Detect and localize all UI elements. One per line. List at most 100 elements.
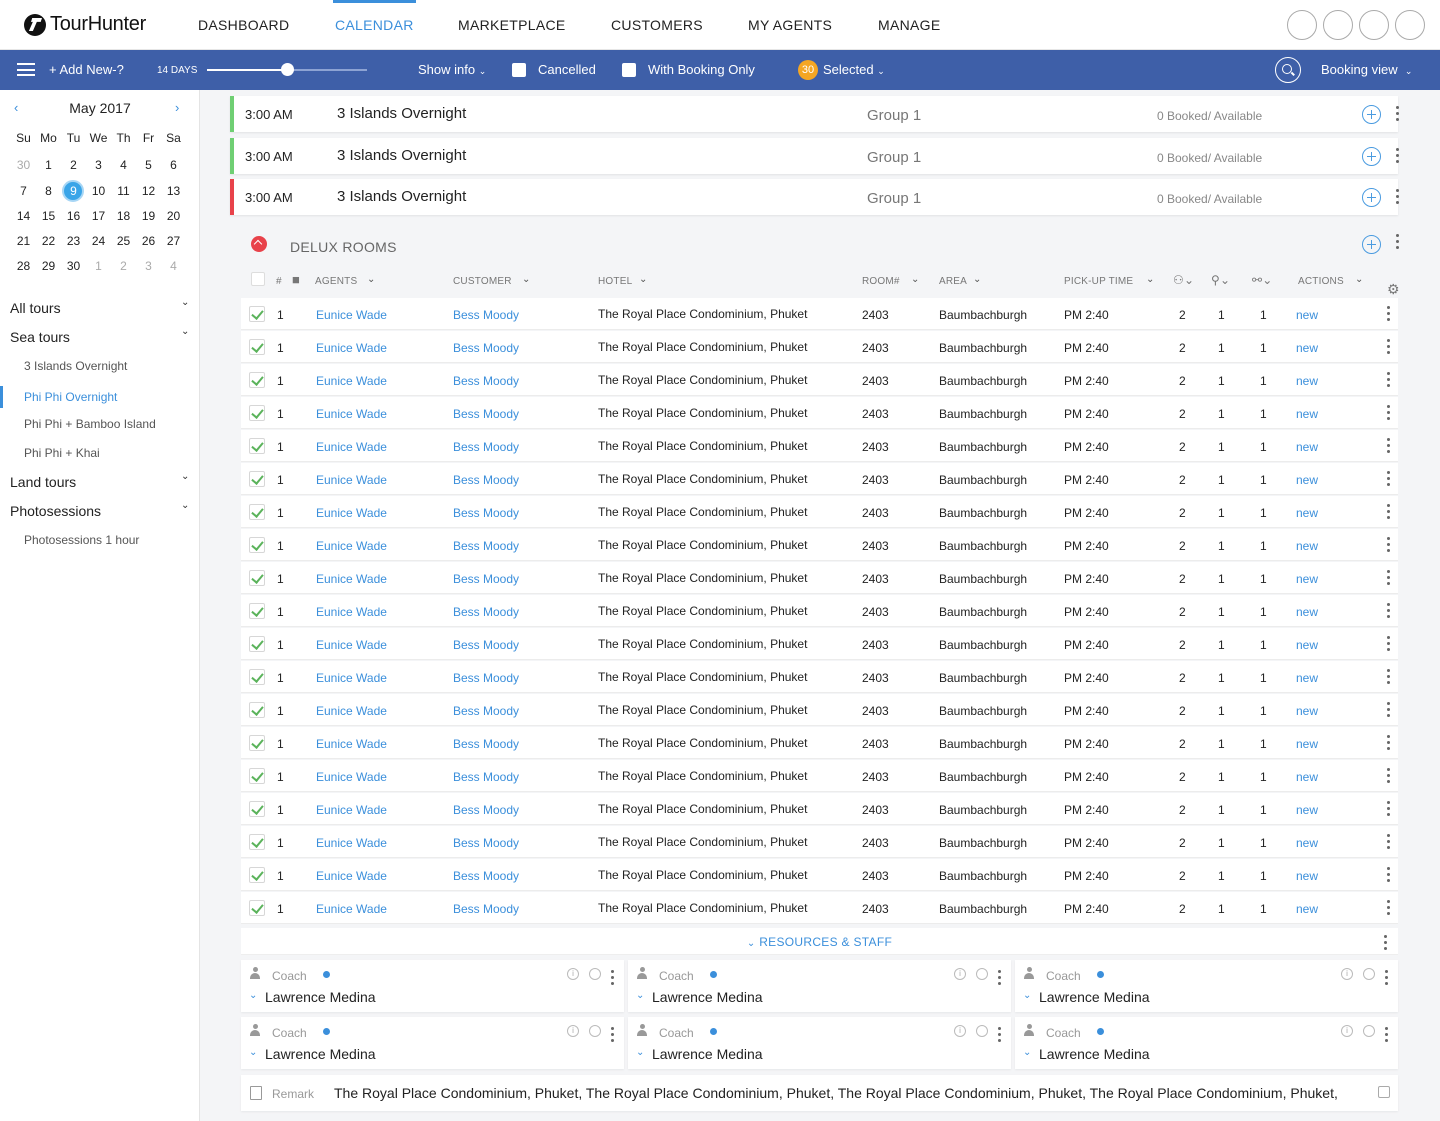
customer-link[interactable]: Bess Moody <box>453 341 520 355</box>
clock-icon[interactable] <box>976 1025 988 1037</box>
staff-more-icon[interactable] <box>611 1027 615 1045</box>
info-icon[interactable]: i <box>567 1025 579 1037</box>
row-more-icon[interactable] <box>1387 372 1391 390</box>
sidebar-group[interactable]: All tours <box>10 300 61 316</box>
chevron-down-icon[interactable]: ⌄ <box>636 1047 645 1058</box>
row-more-icon[interactable] <box>1387 603 1391 621</box>
staff-name[interactable]: Lawrence Medina <box>265 989 376 1005</box>
chevron-down-icon[interactable]: ⌄ <box>1023 1047 1032 1058</box>
calendar-day[interactable]: 26 <box>141 234 156 248</box>
calendar-day[interactable]: 16 <box>66 209 81 223</box>
customer-link[interactable]: Bess Moody <box>453 407 520 421</box>
customer-link[interactable]: Bess Moody <box>453 605 520 619</box>
row-more-icon[interactable] <box>1387 537 1391 555</box>
table-row[interactable]: 1 Eunice Wade Bess Moody The Royal Place Co… <box>241 529 1398 561</box>
chevron-down-icon[interactable]: ⌄ <box>639 274 648 285</box>
adult-icon[interactable]: ⚇⌄ <box>1173 273 1195 287</box>
chevron-down-icon[interactable]: ⌄ <box>249 990 258 1001</box>
staff-more-icon[interactable] <box>998 970 1002 988</box>
calendar-day[interactable]: 13 <box>166 184 181 198</box>
tour-row[interactable]: 3:00 AM 3 Islands Overnight Group 1 0 Booke… <box>230 96 1399 132</box>
row-checkbox[interactable] <box>249 768 265 784</box>
chevron-down-icon[interactable]: ⌄ <box>367 274 376 285</box>
row-checkbox[interactable] <box>249 339 265 355</box>
show-info-dropdown[interactable]: Show info ⌄ <box>418 62 487 77</box>
calendar-day[interactable]: 20 <box>166 209 181 223</box>
calendar-day[interactable]: 10 <box>91 184 106 198</box>
staff-card[interactable]: Coach ⌄ Lawrence Medina i <box>241 1017 624 1069</box>
staff-name[interactable]: Lawrence Medina <box>1039 1046 1150 1062</box>
customer-link[interactable]: Bess Moody <box>453 902 520 916</box>
agent-link[interactable]: Eunice Wade <box>316 341 387 355</box>
calendar-day[interactable]: 21 <box>16 234 31 248</box>
logo[interactable]: TourHunter <box>24 13 146 36</box>
row-more-icon[interactable] <box>1387 636 1391 654</box>
row-more-icon[interactable] <box>1387 735 1391 753</box>
more-icon[interactable] <box>1396 148 1400 166</box>
status-link[interactable]: new <box>1296 506 1319 520</box>
add-booking-icon[interactable] <box>1362 188 1381 207</box>
row-more-icon[interactable] <box>1387 768 1391 786</box>
chevron-down-icon[interactable]: ⌄ <box>911 274 920 285</box>
row-checkbox[interactable] <box>249 900 265 916</box>
status-link[interactable]: new <box>1296 638 1319 652</box>
agent-link[interactable]: Eunice Wade <box>316 407 387 421</box>
col-room[interactable]: ROOM# <box>862 276 900 287</box>
customer-link[interactable]: Bess Moody <box>453 374 520 388</box>
chevron-down-icon[interactable]: ⌄ <box>1146 274 1155 285</box>
chevron-down-icon[interactable]: ⌄ <box>181 500 190 511</box>
table-row[interactable]: 1 Eunice Wade Bess Moody The Royal Place Co… <box>241 826 1398 858</box>
agent-link[interactable]: Eunice Wade <box>316 308 387 322</box>
status-link[interactable]: new <box>1296 803 1319 817</box>
resources-toggle[interactable]: ⌄ RESOURCES & STAFF <box>241 928 1398 955</box>
status-link[interactable]: new <box>1296 902 1319 916</box>
agent-link[interactable]: Eunice Wade <box>316 836 387 850</box>
user-avatar-2[interactable] <box>1323 10 1353 40</box>
add-section-booking-icon[interactable] <box>1362 235 1381 254</box>
status-link[interactable]: new <box>1296 407 1319 421</box>
table-row[interactable]: 1 Eunice Wade Bess Moody The Royal Place Co… <box>241 298 1398 330</box>
sidebar-item[interactable]: 3 Islands Overnight <box>24 359 128 373</box>
staff-card[interactable]: Coach ⌄ Lawrence Medina i <box>628 960 1011 1012</box>
sidebar-group[interactable]: Land tours <box>10 474 77 490</box>
row-more-icon[interactable] <box>1387 306 1391 324</box>
table-row[interactable]: 1 Eunice Wade Bess Moody The Royal Place Co… <box>241 694 1398 726</box>
status-link[interactable]: new <box>1296 869 1319 883</box>
status-link[interactable]: new <box>1296 704 1319 718</box>
days-slider[interactable] <box>207 63 367 76</box>
calendar-day[interactable]: 30 <box>66 259 81 273</box>
staff-more-icon[interactable] <box>611 970 615 988</box>
staff-name[interactable]: Lawrence Medina <box>1039 989 1150 1005</box>
selected-dropdown[interactable]: Selected ⌄ <box>823 62 885 77</box>
chevron-down-icon[interactable]: ⌄ <box>1023 990 1032 1001</box>
info-icon[interactable]: i <box>567 968 579 980</box>
agent-link[interactable]: Eunice Wade <box>316 671 387 685</box>
calendar-day[interactable]: 1 <box>45 158 52 172</box>
user-avatar-4[interactable] <box>1395 10 1425 40</box>
row-checkbox[interactable] <box>249 537 265 553</box>
staff-name[interactable]: Lawrence Medina <box>265 1046 376 1062</box>
calendar-day[interactable]: 18 <box>116 209 131 223</box>
calendar-day[interactable]: 30 <box>16 158 31 172</box>
calendar-day[interactable]: 8 <box>45 184 52 198</box>
staff-card[interactable]: Coach ⌄ Lawrence Medina i <box>241 960 624 1012</box>
clock-icon[interactable] <box>589 1025 601 1037</box>
add-booking-icon[interactable] <box>1362 105 1381 124</box>
tour-row[interactable]: 3:00 AM 3 Islands Overnight Group 1 0 Booke… <box>230 138 1400 174</box>
status-link[interactable]: new <box>1296 374 1319 388</box>
agent-link[interactable]: Eunice Wade <box>316 506 387 520</box>
collapse-section-icon[interactable] <box>251 236 267 252</box>
calendar-day[interactable]: 28 <box>16 259 31 273</box>
info-icon[interactable]: i <box>954 968 966 980</box>
staff-more-icon[interactable] <box>1385 1027 1389 1045</box>
col-area[interactable]: AREA <box>939 276 968 287</box>
table-row[interactable]: 1 Eunice Wade Bess Moody The Royal Place Co… <box>241 661 1398 693</box>
row-more-icon[interactable] <box>1387 471 1391 489</box>
staff-card[interactable]: Coach ⌄ Lawrence Medina i <box>1015 1017 1398 1069</box>
table-row[interactable]: 1 Eunice Wade Bess Moody The Royal Place Co… <box>241 331 1398 363</box>
row-checkbox[interactable] <box>249 867 265 883</box>
agent-link[interactable]: Eunice Wade <box>316 803 387 817</box>
table-row[interactable]: 1 Eunice Wade Bess Moody The Royal Place Co… <box>241 496 1398 528</box>
add-new-button[interactable]: + Add New-? <box>49 62 124 77</box>
select-all-checkbox[interactable] <box>251 272 265 286</box>
